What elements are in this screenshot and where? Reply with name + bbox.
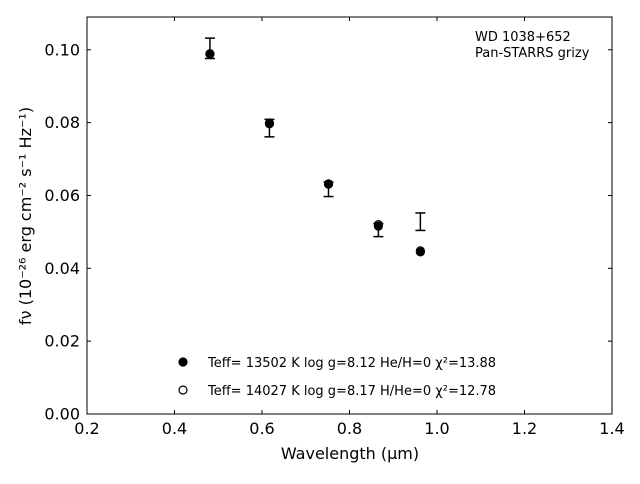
- x-tick-label: 1.2: [512, 419, 537, 438]
- y-tick-label: 0.02: [44, 332, 80, 351]
- x-axis-ticks: 0.2 0.4 0.6 0.8 1.0 1.2 1.4: [74, 17, 625, 438]
- x-tick-label: 0.6: [249, 419, 274, 438]
- legend-marker-filled: [178, 357, 188, 367]
- annotation-line-1: WD 1038+652: [475, 30, 571, 45]
- x-tick-label: 1.0: [424, 419, 449, 438]
- y-tick-label: 0.00: [44, 405, 80, 424]
- x-axis-label: Wavelength (μm): [281, 444, 419, 463]
- data-point-open: [373, 220, 383, 230]
- y-axis-ticks: 0.00 0.02 0.04 0.06 0.08 0.10: [44, 40, 612, 424]
- y-tick-label: 0.04: [44, 259, 80, 278]
- data-point-open: [415, 246, 425, 256]
- legend-label: Teff= 14027 K log g=8.17 H/He=0 χ²=12.78: [207, 384, 496, 399]
- data-point-open: [264, 118, 275, 128]
- observed-errorbars: [204, 37, 426, 238]
- data-point-open: [205, 49, 215, 59]
- x-tick-label: 1.4: [599, 419, 624, 438]
- x-label-text: Wavelength (μm): [281, 444, 419, 463]
- model-series: [205, 49, 425, 257]
- y-axis-label: fν (10⁻²⁶ erg cm⁻² s⁻¹ Hz⁻¹): [16, 107, 35, 325]
- x-tick-label: 0.2: [74, 419, 99, 438]
- y-tick-label: 0.08: [44, 113, 80, 132]
- data-point-open: [323, 179, 334, 189]
- x-tick-label: 0.4: [162, 419, 187, 438]
- y-tick-label: 0.10: [44, 40, 80, 59]
- annotation-line-2: Pan-STARRS grizy: [475, 46, 590, 61]
- plot-area: [86, 16, 613, 415]
- legend: Teff= 13502 K log g=8.12 He/H=0 χ²=13.88…: [178, 356, 496, 399]
- legend-marker-open: [178, 385, 188, 395]
- legend-label: Teff= 13502 K log g=8.12 He/H=0 χ²=13.88: [207, 356, 496, 371]
- y-tick-label: 0.06: [44, 186, 80, 205]
- x-tick-label: 0.8: [337, 419, 362, 438]
